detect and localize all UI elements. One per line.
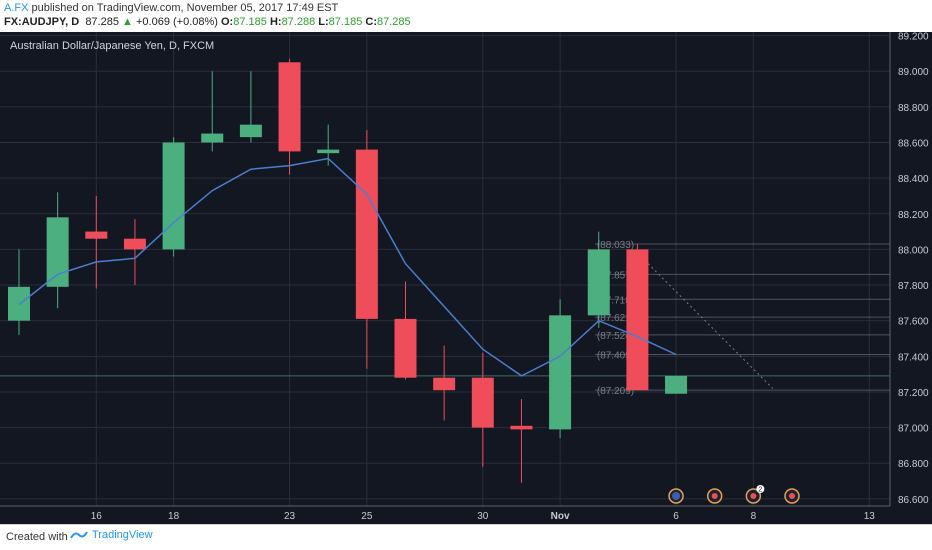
flag-icon [672, 492, 681, 500]
y-tick-label: 88.800 [898, 103, 929, 114]
candle-body-down[interactable] [355, 149, 378, 319]
x-tick-label: 23 [284, 511, 296, 522]
x-tick-label: 6 [673, 511, 679, 522]
last-price: 87.285 [85, 16, 119, 28]
trend-line [637, 252, 774, 389]
chart-header: A.FX published on TradingView.com, Novem… [0, 0, 932, 32]
close-label: C: [365, 16, 377, 28]
created-with-text: Created with [6, 531, 68, 543]
candle-body-down[interactable] [85, 231, 108, 239]
candle-body-down[interactable] [278, 62, 301, 152]
symbol-line: FX:AUDJPY, D 87.285 ▲ +0.069 (+0.08%) O:… [4, 16, 411, 28]
high-value: 87.288 [281, 16, 316, 28]
y-tick-label: 87.400 [898, 352, 929, 363]
candle-body-up[interactable] [239, 124, 262, 138]
fib-level-label: (87.524) [597, 331, 634, 342]
moving-average-line [18, 157, 677, 377]
publish-text: published on TradingView.com, November 0… [28, 2, 339, 14]
event-dot-icon [711, 493, 718, 499]
x-tick-label: Nov [551, 511, 570, 522]
candle-body-up[interactable] [46, 217, 69, 287]
x-tick-label: 8 [751, 511, 757, 522]
candle-body-down[interactable] [394, 318, 417, 378]
y-tick-label: 88.200 [898, 210, 929, 221]
fib-level-label: (87.405) [597, 351, 634, 362]
y-tick-label: 87.000 [898, 424, 929, 435]
x-tick-label: 13 [864, 511, 876, 522]
y-tick-label: 88.400 [898, 174, 929, 185]
x-tick-label: 30 [477, 511, 489, 522]
x-tick-label: 25 [361, 511, 373, 522]
candle-body-up[interactable] [162, 142, 185, 250]
y-tick-label: 89.200 [898, 32, 929, 43]
y-tick-label: 86.600 [898, 495, 929, 506]
event-dot-icon [789, 493, 795, 499]
event-badge-count: 2 [758, 487, 762, 494]
candle-body-down[interactable] [471, 377, 494, 428]
y-tick-label: 87.800 [898, 281, 929, 292]
x-tick-label: 16 [91, 511, 103, 522]
author-link[interactable]: A.FX [4, 2, 29, 14]
fib-level-label: (87.209) [597, 386, 634, 397]
fib-level-label: (87.718) [597, 295, 634, 306]
candle-body-up[interactable] [201, 133, 224, 143]
candlestick-chart[interactable]: 89.200 89.000 88.800 88.600 88.400 88.200 88.0… [0, 32, 932, 524]
open-value: 87.185 [233, 16, 267, 28]
y-tick-label: 86.800 [898, 459, 929, 470]
tradingview-logo-icon [70, 531, 88, 539]
high-label: H: [269, 16, 282, 28]
fib-level-label: (87.621) [597, 313, 634, 324]
tradingview-link[interactable]: TradingView [70, 529, 153, 541]
candle-body-down[interactable] [433, 377, 456, 391]
fib-level-label: (88.033) [597, 240, 634, 251]
tradingview-brand: TradingView [92, 529, 153, 541]
y-tick-label: 89.000 [898, 67, 929, 78]
event-dot-icon [750, 493, 757, 499]
symbol-label: FX:AUDJPY, D [4, 16, 80, 28]
low-label: L: [318, 16, 329, 28]
up-arrow-icon: ▲ [122, 16, 133, 28]
event-badge [756, 485, 765, 493]
open-label: O: [221, 16, 234, 28]
fib-level-label: (87.857) [597, 270, 634, 281]
candle-body-up[interactable] [665, 375, 688, 394]
x-tick-label: 18 [168, 511, 180, 522]
footer: Created with TradingView [0, 524, 932, 550]
candle-body-up[interactable] [317, 149, 340, 154]
y-tick-label: 87.600 [898, 317, 929, 328]
candle-body-down[interactable] [510, 425, 533, 430]
chart-area[interactable]: 89.200 89.000 88.800 88.600 88.400 88.200 88.0… [0, 32, 932, 524]
candle-body-down[interactable] [123, 238, 146, 250]
candle-body-up[interactable] [549, 315, 572, 430]
low-value: 87.185 [328, 16, 363, 28]
candle-body-down[interactable] [626, 249, 649, 391]
chart-background [0, 32, 932, 524]
price-change: +0.069 (+0.08%) [135, 16, 218, 28]
y-tick-label: 87.200 [898, 388, 929, 399]
close-value: 87.285 [377, 16, 411, 28]
chart-title: Australian Dollar/Japanese Yen, D, FXCM [10, 40, 215, 52]
publish-line: A.FX published on TradingView.com, Novem… [4, 2, 338, 14]
y-tick-label: 88.600 [898, 138, 929, 149]
y-tick-label: 88.000 [898, 245, 929, 256]
candle-body-up[interactable] [587, 249, 610, 316]
